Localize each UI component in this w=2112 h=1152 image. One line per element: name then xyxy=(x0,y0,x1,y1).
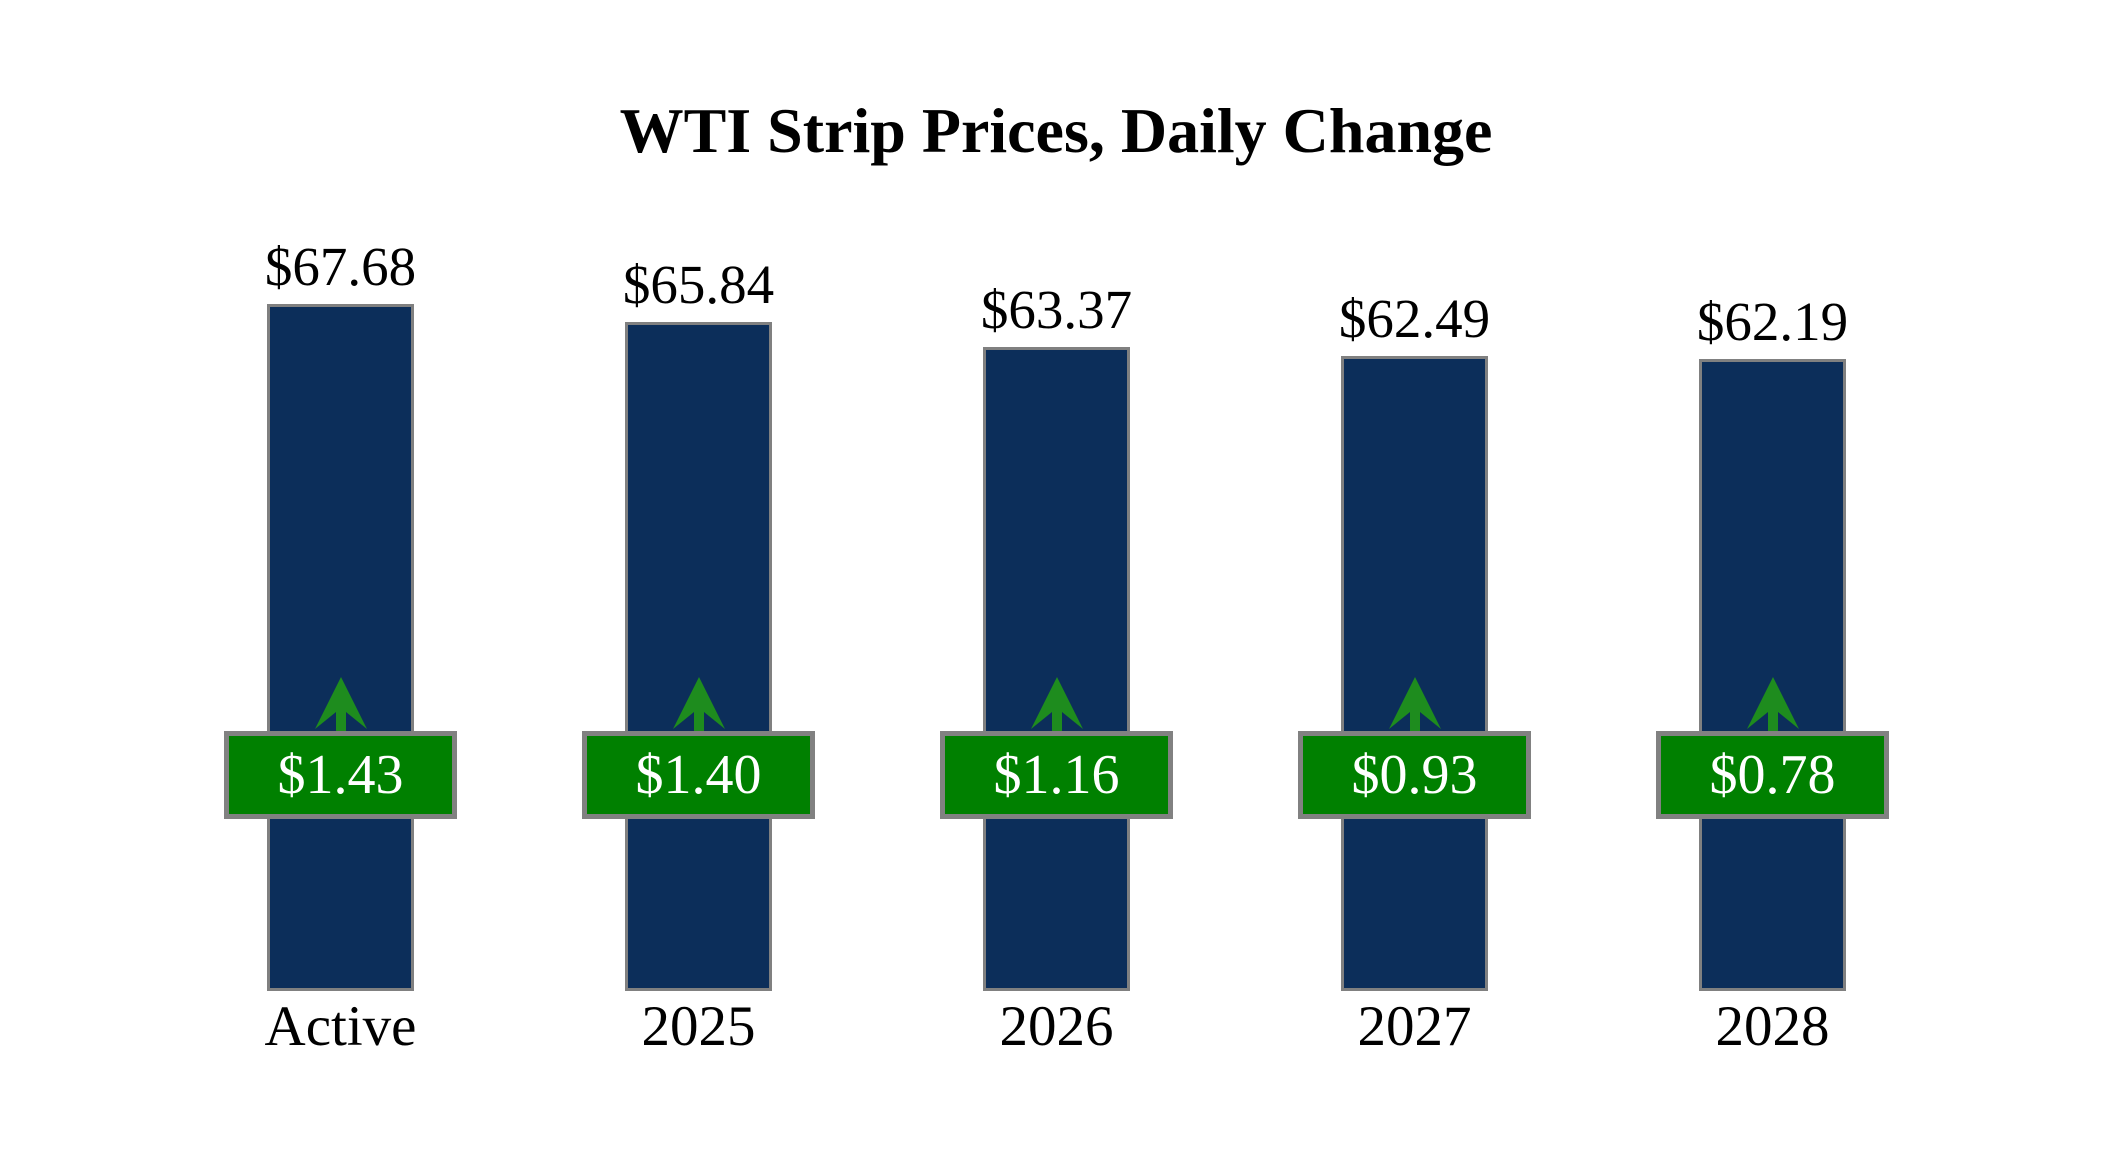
up-arrow-icon xyxy=(1746,677,1799,733)
category-label: 2026 xyxy=(999,995,1114,1058)
daily-change-badge: $0.78 xyxy=(1656,731,1889,819)
price-bar xyxy=(1699,359,1846,991)
up-arrow-icon xyxy=(1388,677,1441,733)
price-label: $67.68 xyxy=(264,235,417,297)
daily-change-value: $1.43 xyxy=(277,744,404,806)
price-bar xyxy=(983,347,1130,991)
chart-title: WTI Strip Prices, Daily Change xyxy=(619,95,1493,166)
category-label: 2025 xyxy=(641,995,756,1058)
bar-group-2028: $62.19 $0.78 2028 xyxy=(1593,0,1953,1152)
bar-group-2025: $65.84 $1.40 2025 xyxy=(519,0,879,1152)
price-label: $62.49 xyxy=(1338,288,1491,350)
daily-change-value: $1.40 xyxy=(635,744,762,806)
bar-group-2026: $63.37 $1.16 2026 xyxy=(877,0,1237,1152)
daily-change-value: $1.16 xyxy=(993,744,1120,806)
price-bar xyxy=(1341,356,1488,991)
price-label: $62.19 xyxy=(1696,291,1849,353)
category-label: 2028 xyxy=(1715,995,1830,1058)
daily-change-badge: $0.93 xyxy=(1298,731,1531,819)
daily-change-badge: $1.16 xyxy=(940,731,1173,819)
daily-change-value: $0.78 xyxy=(1709,744,1836,806)
up-arrow-icon xyxy=(672,677,725,733)
price-label: $63.37 xyxy=(980,279,1133,341)
bar-group-active: $67.68 $1.43 Active xyxy=(161,0,521,1152)
price-bar xyxy=(267,303,414,991)
category-label: 2027 xyxy=(1357,995,1472,1058)
daily-change-badge: $1.40 xyxy=(582,731,815,819)
up-arrow-icon xyxy=(314,677,367,733)
category-label: Active xyxy=(264,995,417,1058)
price-label: $65.84 xyxy=(622,254,775,316)
bar-group-2027: $62.49 $0.93 2027 xyxy=(1235,0,1595,1152)
up-arrow-icon xyxy=(1030,677,1083,733)
daily-change-badge: $1.43 xyxy=(224,731,457,819)
daily-change-value: $0.93 xyxy=(1351,744,1478,806)
price-bar xyxy=(625,322,772,991)
